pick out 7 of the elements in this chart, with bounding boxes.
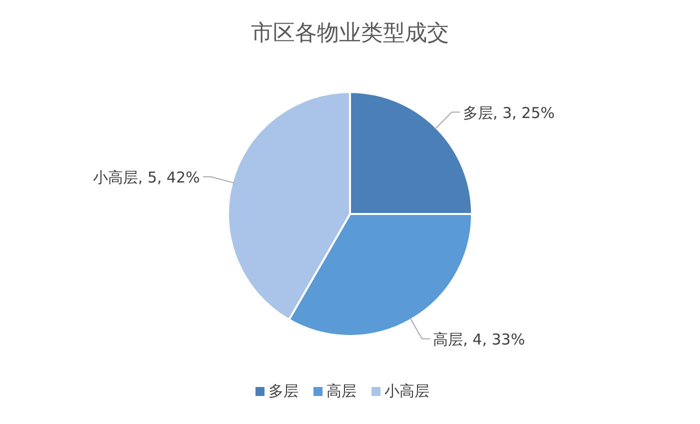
data-label: 高层, 4, 33% [433,330,525,349]
data-label: 小高层, 5, 42% [92,168,200,187]
chart-title: 市区各物业类型成交 [251,21,449,46]
legend-label: 高层 [326,382,356,400]
data-label: 多层, 3, 25% [462,104,555,122]
legend-label: 小高层 [384,382,430,400]
legend-label: 多层 [268,382,298,400]
